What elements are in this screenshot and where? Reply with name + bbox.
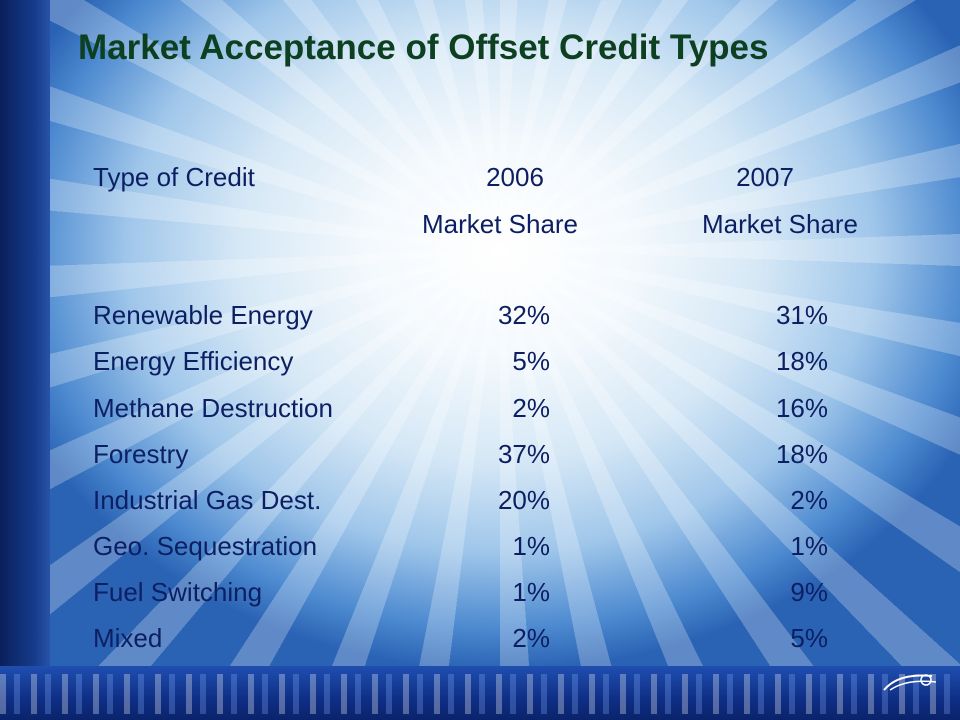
row-2006-share: 1% — [512, 531, 550, 561]
header-2006-year: 2006 — [486, 162, 544, 192]
footer-streaks — [0, 674, 960, 714]
header-2007-market-share: Market Share — [701, 209, 859, 239]
row-type: Mixed — [93, 623, 163, 653]
row-2006-share: 2% — [512, 623, 550, 653]
row-2007-share: 1% — [790, 531, 828, 561]
row-2006-share: 37% — [497, 439, 550, 469]
row-type: Fuel Switching — [93, 577, 263, 607]
row-type: Energy Efficiency — [93, 346, 294, 376]
row-type: Geo. Sequestration — [93, 531, 318, 561]
left-accent-bar — [0, 0, 50, 720]
row-2007-share: 9% — [790, 577, 828, 607]
row-2007-share: 18% — [775, 346, 828, 376]
row-type: Forestry — [93, 439, 189, 469]
row-type: Industrial Gas Dest. — [93, 485, 322, 515]
header-2007-year: 2007 — [736, 162, 794, 192]
row-2006-share: 20% — [497, 485, 550, 515]
row-2006-share: 5% — [512, 346, 550, 376]
slide-title: Market Acceptance of Offset Credit Types — [78, 28, 769, 67]
row-2007-share: 16% — [775, 393, 828, 423]
header-type-of-credit: Type of Credit — [93, 162, 255, 192]
row-2006-share: 2% — [512, 393, 550, 423]
row-2006-share: 32% — [497, 300, 550, 330]
footer-band — [0, 666, 960, 720]
row-type: Renewable Energy — [93, 300, 313, 330]
row-2006-share: 1% — [512, 577, 550, 607]
header-2006-market-share: Market Share — [421, 209, 579, 239]
row-2007-share: 5% — [790, 623, 828, 653]
row-2007-share: 31% — [775, 300, 828, 330]
row-2007-share: 2% — [790, 485, 828, 515]
logo-icon — [883, 674, 937, 691]
row-type: Methane Destruction — [93, 393, 333, 423]
row-2007-share: 18% — [775, 439, 828, 469]
